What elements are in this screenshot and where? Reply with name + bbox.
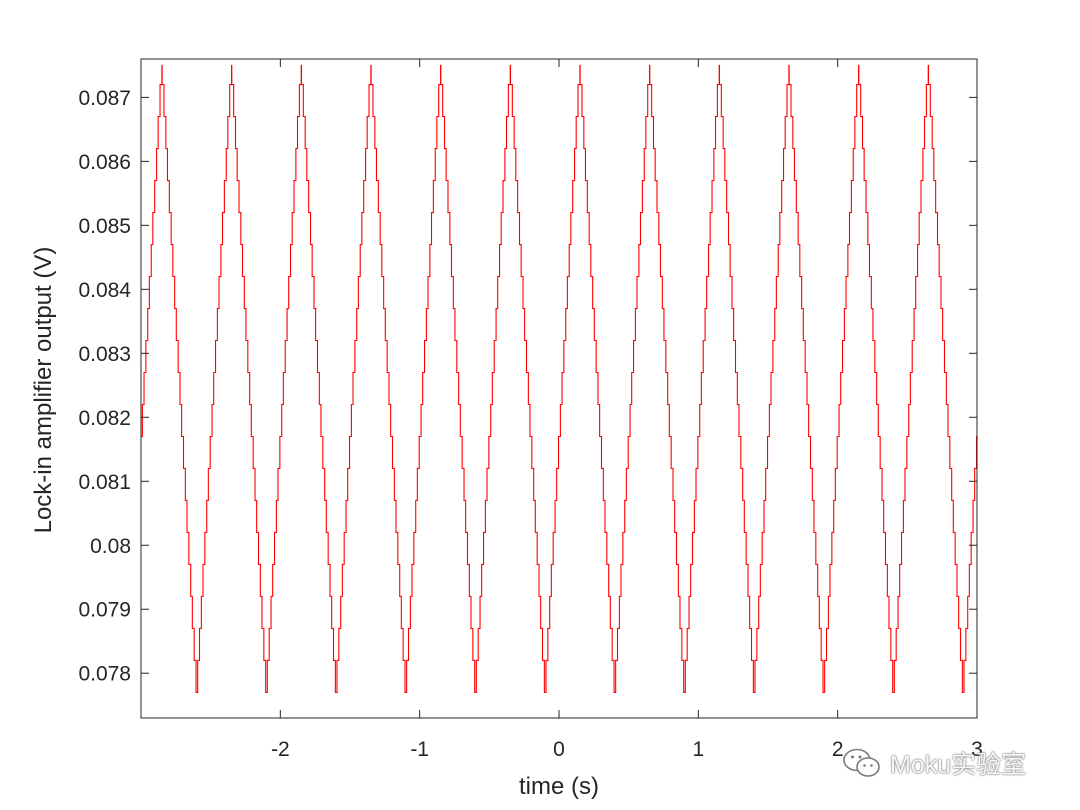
wechat-icon [843, 748, 880, 777]
y-tick-label: 0.086 [78, 151, 131, 174]
watermark-text: Moku实验室 [890, 751, 1027, 779]
y-tick-label: 0.081 [78, 471, 131, 494]
x-tick-label: 0 [553, 738, 565, 761]
x-tick-label: -2 [271, 738, 290, 761]
x-tick-label: -1 [410, 738, 429, 761]
x-tick-label: 1 [692, 738, 704, 761]
x-tick-label: 2 [832, 738, 844, 761]
watermark: Moku实验室 [842, 746, 1026, 780]
y-tick-label: 0.084 [78, 279, 131, 302]
y-tick-label: 0.082 [78, 407, 131, 430]
y-tick-label: 0.08 [90, 535, 131, 558]
series-layer [141, 64, 978, 693]
y-tick-label: 0.083 [78, 343, 131, 366]
plot-area [141, 59, 977, 718]
series-line [141, 64, 978, 693]
y-tick-label: 0.085 [78, 215, 131, 238]
y-tick-label: 0.087 [78, 87, 131, 110]
ticks-layer: -2 -1 0 1 2 3 0.078 0.079 0.08 0.081 0.082 0.083 0.0… [78, 59, 983, 761]
x-axis-label: time (s) [519, 773, 599, 800]
x-tick-label: 3 [971, 738, 983, 761]
y-axis-label: Lock-in amplifier output (V) [30, 247, 57, 534]
y-tick-label: 0.079 [78, 599, 131, 622]
y-tick-label: 0.078 [78, 663, 131, 686]
